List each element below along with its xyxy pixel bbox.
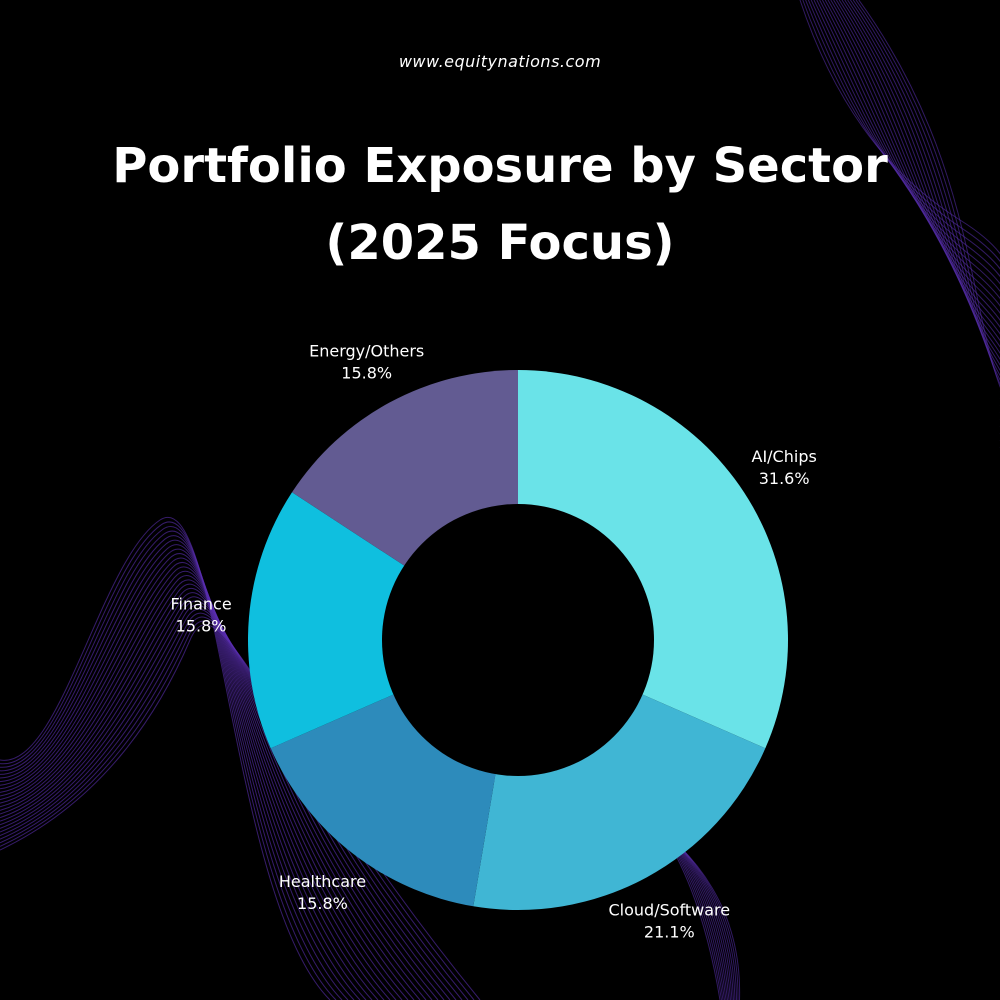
chart-title: Portfolio Exposure by Sector (2025 Focus… xyxy=(112,138,888,271)
wave-line xyxy=(0,566,397,1000)
slice-label: Healthcare xyxy=(279,872,366,891)
wave-line xyxy=(810,0,1000,328)
wave-line xyxy=(807,0,1000,321)
wave-line xyxy=(847,0,1000,420)
decorative-wave-top-right xyxy=(799,0,1000,448)
wave-line xyxy=(0,570,403,1000)
wave-line xyxy=(0,579,415,1000)
slice-percent: 21.1% xyxy=(644,923,695,942)
slice-labels: AI/Chips 31.6% Cloud/Software 21.1% Healthca… xyxy=(170,341,816,941)
wave-line xyxy=(0,561,391,1000)
wave-line xyxy=(824,0,1000,363)
wave-line xyxy=(0,535,355,1000)
donut-slice-finance xyxy=(248,492,519,749)
wave-line xyxy=(0,521,337,1000)
slice-label: Cloud/Software xyxy=(608,901,730,920)
slice-percent: 15.8% xyxy=(297,894,348,913)
wave-line xyxy=(802,0,1000,307)
wave-line xyxy=(816,0,1000,342)
wave-line xyxy=(855,0,1000,441)
wave-line xyxy=(0,516,331,1000)
site-url: www.equitynations.com xyxy=(398,52,602,71)
slice-percent: 31.6% xyxy=(759,469,810,488)
wave-line xyxy=(0,548,373,1000)
wave-line xyxy=(813,0,1000,335)
wave-line xyxy=(799,0,1000,300)
wave-line xyxy=(0,583,421,1000)
wave-line xyxy=(858,0,1000,448)
slice-percent: 15.8% xyxy=(176,617,227,636)
wave-line xyxy=(0,575,409,1000)
slice-percent: 15.8% xyxy=(341,363,392,382)
wave-line xyxy=(0,588,427,1000)
slice-label: Energy/Others xyxy=(309,341,424,360)
wave-line xyxy=(0,553,379,1000)
slice-label: AI/Chips xyxy=(752,447,817,466)
wave-line xyxy=(0,526,343,1000)
wave-line xyxy=(805,0,1000,314)
wave-line xyxy=(0,557,385,1000)
wave-line xyxy=(849,0,1000,427)
donut-hole xyxy=(382,504,654,776)
wave-line xyxy=(827,0,1000,370)
wave-line xyxy=(0,539,361,1000)
wave-line xyxy=(0,592,433,1000)
wave-line xyxy=(0,530,349,1000)
wave-line xyxy=(0,596,439,1000)
slice-label: Finance xyxy=(170,595,231,614)
wave-line xyxy=(0,544,367,1000)
wave-line xyxy=(852,0,1000,434)
